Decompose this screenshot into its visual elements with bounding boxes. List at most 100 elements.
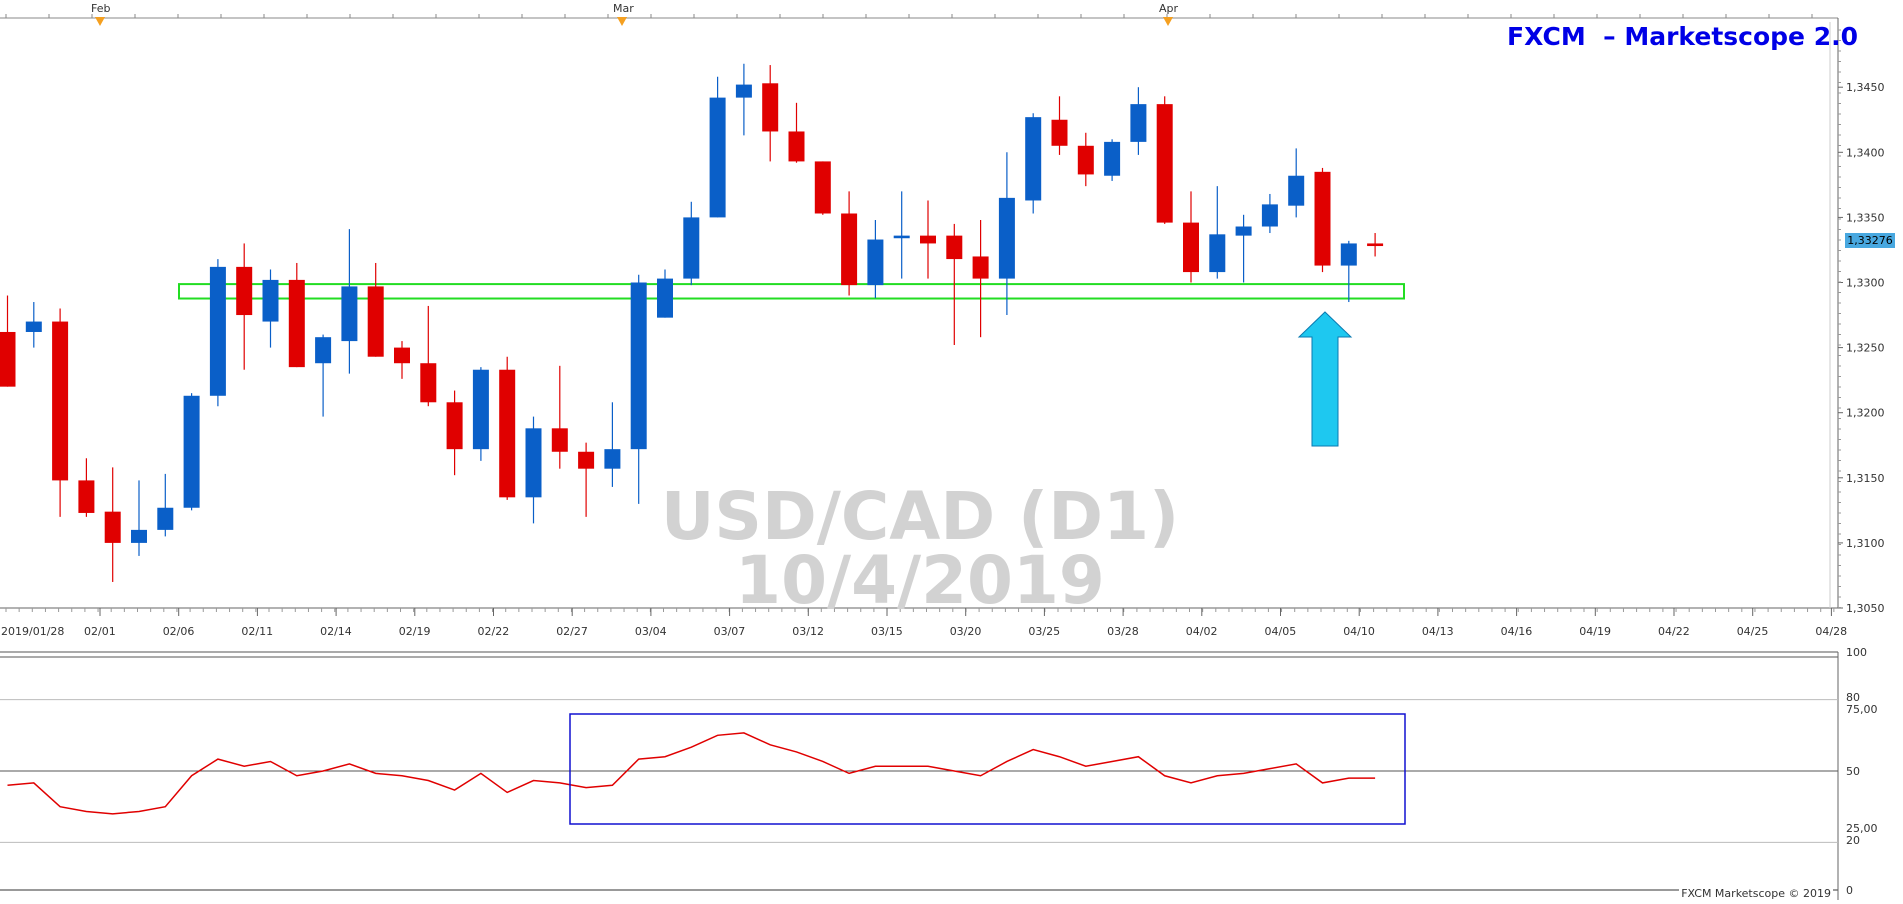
candle-bull bbox=[1130, 104, 1147, 142]
x-tick-label: 04/22 bbox=[1658, 625, 1690, 638]
x-tick-label: 02/06 bbox=[163, 625, 195, 638]
candle-bear bbox=[788, 131, 805, 162]
candle-bear bbox=[236, 266, 253, 316]
price-y-label: 1,3100 bbox=[1846, 537, 1885, 550]
month-marker bbox=[617, 17, 627, 26]
candle-bull bbox=[341, 286, 358, 342]
x-tick-label: 04/16 bbox=[1501, 625, 1533, 638]
x-tick-label: 03/25 bbox=[1028, 625, 1060, 638]
candle-bull bbox=[472, 369, 489, 450]
candle-bear bbox=[1367, 243, 1384, 247]
rsi-y-label: 25,00 bbox=[1846, 822, 1878, 835]
candle-bear bbox=[1314, 171, 1331, 266]
candle-bear bbox=[104, 511, 121, 543]
candle-bear bbox=[972, 256, 989, 279]
candle-bull bbox=[157, 507, 174, 530]
top-axis-strip bbox=[0, 0, 1903, 18]
candle-bear bbox=[762, 83, 779, 132]
x-tick-label: 04/13 bbox=[1422, 625, 1454, 638]
candle-bear bbox=[1051, 119, 1068, 146]
candle-bull bbox=[315, 337, 332, 364]
price-y-label: 1,3300 bbox=[1846, 277, 1885, 290]
candle-bull bbox=[683, 217, 700, 279]
candle-bear bbox=[367, 286, 384, 357]
x-tick-label: 04/28 bbox=[1815, 625, 1847, 638]
watermark-date: 10/4/2019 bbox=[735, 542, 1105, 619]
candle-bear bbox=[0, 331, 16, 387]
candle-bear bbox=[841, 213, 858, 286]
watermark-symbol: USD/CAD (D1) bbox=[660, 478, 1180, 555]
support-zone-box bbox=[178, 283, 1405, 300]
candle-bull bbox=[25, 321, 42, 332]
x-tick-label: 02/01 bbox=[84, 625, 116, 638]
x-tick-label: 02/22 bbox=[478, 625, 510, 638]
candle-bear bbox=[1156, 104, 1173, 223]
candle-bull bbox=[998, 197, 1015, 279]
x-tick-label: 04/25 bbox=[1737, 625, 1769, 638]
candle-bull bbox=[183, 395, 200, 508]
copyright-label: FXCM Marketscope © 2019 bbox=[1679, 887, 1833, 900]
x-tick-label: 03/15 bbox=[871, 625, 903, 638]
month-label: Mar bbox=[613, 2, 634, 15]
brand-title: FXCM – Marketscope 2.0 bbox=[1507, 22, 1858, 51]
x-tick-label: 04/05 bbox=[1265, 625, 1297, 638]
rsi-y-label: 20 bbox=[1846, 834, 1860, 847]
rsi-y-label: 50 bbox=[1846, 765, 1860, 778]
price-y-label: 1,3450 bbox=[1846, 81, 1885, 94]
candle-bear bbox=[814, 161, 831, 214]
x-tick-label: 04/19 bbox=[1579, 625, 1611, 638]
candle-bull bbox=[893, 235, 910, 239]
candle-bull bbox=[1261, 204, 1278, 227]
candle-bull bbox=[1340, 243, 1357, 266]
candle-bear bbox=[1077, 145, 1094, 175]
price-y-label: 1,3150 bbox=[1846, 472, 1885, 485]
candle-bull bbox=[867, 239, 884, 286]
x-tick-label: 02/14 bbox=[320, 625, 352, 638]
month-label: Apr bbox=[1159, 2, 1179, 15]
candle-bull bbox=[657, 278, 673, 318]
candle-bear bbox=[1183, 222, 1199, 273]
candle-bear bbox=[946, 235, 963, 260]
candle-bear bbox=[446, 402, 463, 450]
candle-bear bbox=[52, 321, 69, 481]
rsi-y-label: 0 bbox=[1846, 884, 1853, 897]
x-tick-label: 04/02 bbox=[1186, 625, 1218, 638]
candle-bull bbox=[262, 279, 279, 322]
rsi-y-label: 80 bbox=[1846, 691, 1860, 704]
candle-bull bbox=[709, 97, 726, 218]
month-marker bbox=[1163, 17, 1173, 26]
x-tick-label: 02/19 bbox=[399, 625, 431, 638]
candle-bull bbox=[735, 84, 752, 98]
candle-bull bbox=[1104, 141, 1121, 176]
price-y-label: 1,3250 bbox=[1846, 342, 1885, 355]
x-tick-label: 03/12 bbox=[792, 625, 824, 638]
candle-bull bbox=[630, 282, 647, 450]
x-tick-label: 02/27 bbox=[556, 625, 588, 638]
candle-bear bbox=[288, 279, 305, 368]
x-tick-label: 02/11 bbox=[241, 625, 273, 638]
candle-bull bbox=[1235, 226, 1252, 236]
candle-bull bbox=[525, 428, 542, 498]
candle-bull bbox=[131, 529, 147, 543]
candle-bull bbox=[1025, 117, 1042, 201]
price-y-label: 1,3400 bbox=[1846, 146, 1885, 159]
up-arrow-annotation bbox=[1297, 311, 1353, 447]
candle-bear bbox=[551, 428, 568, 452]
x-tick-label: 2019/01/28 bbox=[1, 625, 64, 638]
candle-bear bbox=[394, 347, 410, 364]
rsi-line bbox=[7, 732, 1376, 815]
month-label: Feb bbox=[91, 2, 110, 15]
current-price-tag: 1,33276 bbox=[1845, 233, 1895, 248]
candle-bull bbox=[209, 266, 226, 396]
candle-bull bbox=[604, 449, 621, 469]
x-tick-label: 03/07 bbox=[714, 625, 746, 638]
rsi-y-label: 75,00 bbox=[1846, 703, 1878, 716]
candle-bear bbox=[78, 480, 95, 513]
candle-bull bbox=[1288, 175, 1305, 206]
x-tick-label: 03/20 bbox=[950, 625, 982, 638]
price-y-label: 1,3350 bbox=[1846, 211, 1885, 224]
candle-bear bbox=[578, 451, 595, 469]
x-tick-label: 03/04 bbox=[635, 625, 667, 638]
